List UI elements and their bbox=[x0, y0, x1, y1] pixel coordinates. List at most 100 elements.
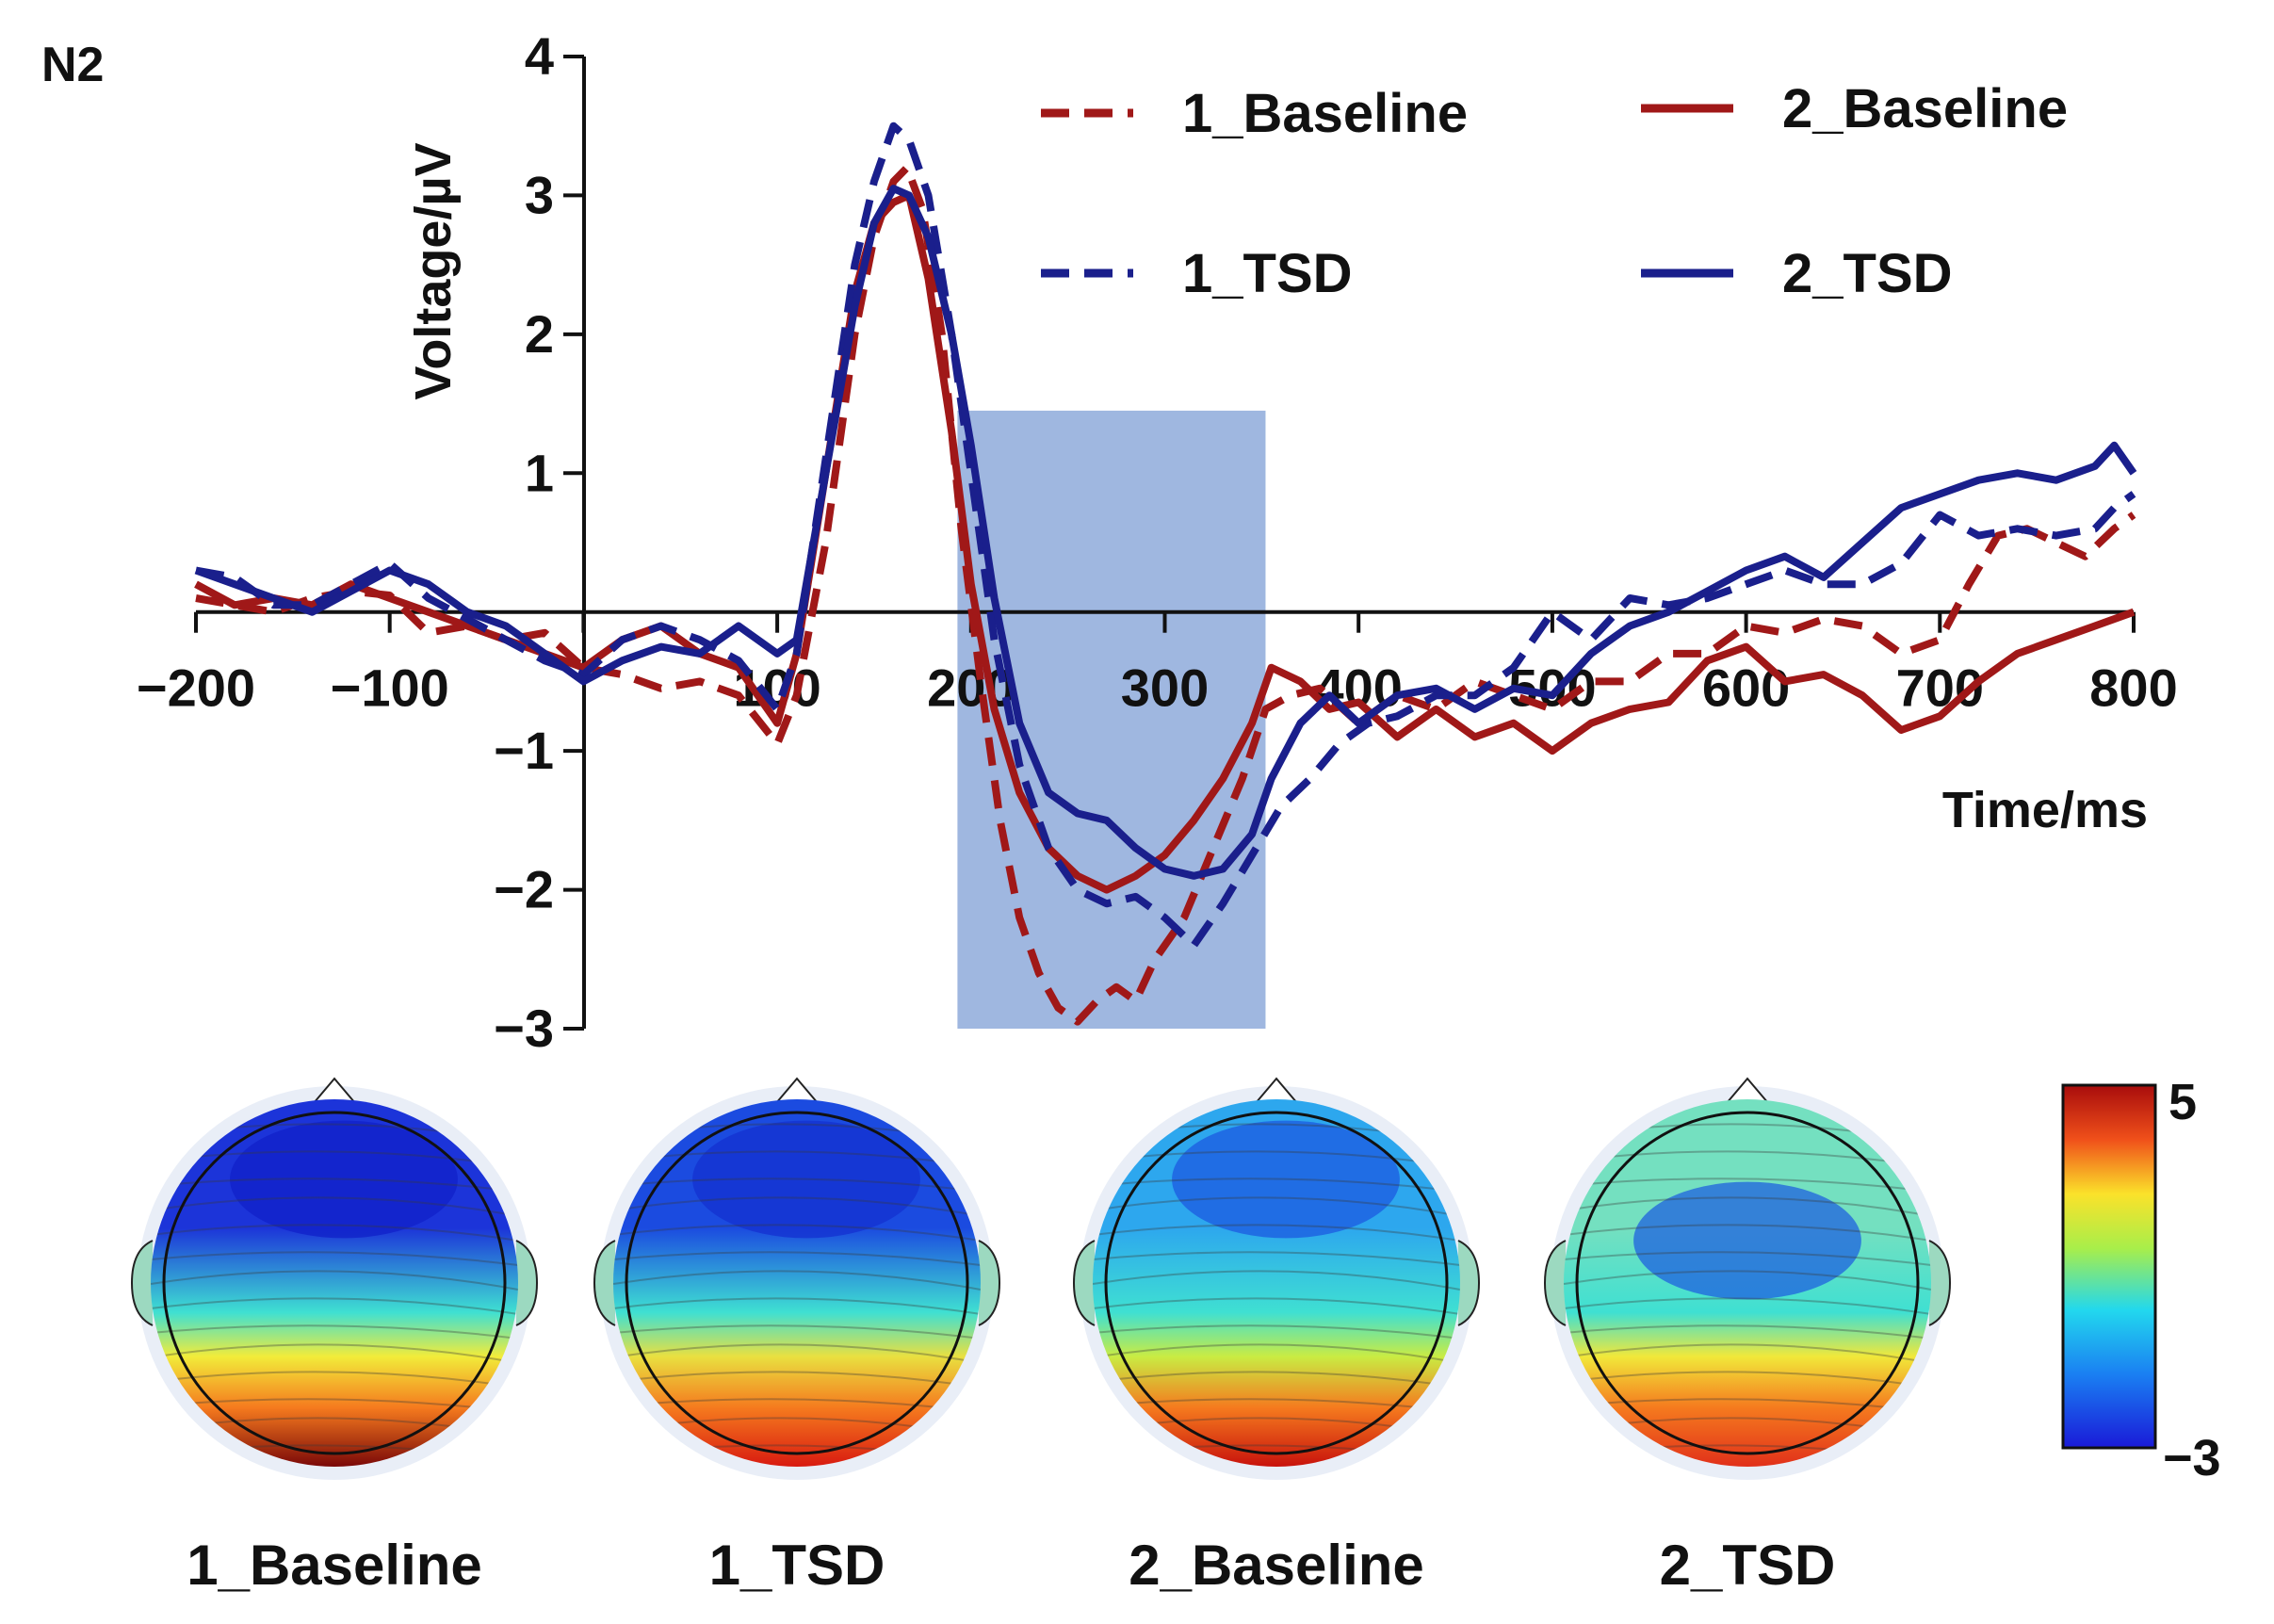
left-ear-shape bbox=[1072, 1240, 1096, 1326]
topomap-contour bbox=[1093, 1398, 1460, 1413]
series-group bbox=[194, 122, 2137, 1026]
left-ear-shape bbox=[1543, 1240, 1567, 1326]
topomap-contour bbox=[613, 1270, 981, 1291]
head-outline bbox=[1575, 1111, 1920, 1455]
topomap-contour bbox=[1093, 1297, 1460, 1315]
topomap-contour bbox=[151, 1196, 518, 1217]
head-outline bbox=[162, 1111, 507, 1455]
topomap-contour bbox=[1564, 1324, 1931, 1340]
topomap-contour bbox=[151, 1324, 518, 1340]
topomap-contour bbox=[613, 1177, 981, 1193]
topomap-2_Baseline: 2_Baseline bbox=[1072, 1077, 1481, 1597]
y-tick-label: −3 bbox=[494, 999, 554, 1058]
topomap-contour bbox=[1093, 1371, 1460, 1389]
x-tick-label: −200 bbox=[137, 658, 255, 718]
topomap-1_TSD: 1_TSD bbox=[593, 1077, 1001, 1597]
topomap-label-1_TSD: 1_TSD bbox=[709, 1534, 885, 1597]
nose-shape bbox=[1255, 1077, 1298, 1104]
y-axis-ticks: −3 −2 −1 1 2 3 4 bbox=[494, 26, 584, 1058]
topomap-contour bbox=[151, 1297, 518, 1315]
topomap-negative-blob bbox=[692, 1120, 920, 1239]
y-tick-label: 1 bbox=[525, 443, 554, 502]
topomap-contour bbox=[151, 1343, 518, 1364]
nose-shape bbox=[1726, 1077, 1769, 1104]
legend-label-1_Baseline: 1_Baseline bbox=[1182, 83, 1468, 144]
colorbar-max-label: 5 bbox=[2168, 1074, 2197, 1130]
topomap-contour bbox=[151, 1371, 518, 1389]
topomap-label-2_TSD: 2_TSD bbox=[1660, 1534, 1836, 1597]
topomap-1_Baseline: 1_Baseline bbox=[130, 1077, 539, 1597]
y-axis-label: Voltage/µV bbox=[405, 142, 462, 399]
legend-label-2_Baseline: 2_Baseline bbox=[1782, 78, 2068, 139]
topomap-contour bbox=[613, 1224, 981, 1242]
topomap-label-1_Baseline: 1_Baseline bbox=[187, 1534, 482, 1597]
highlight-window bbox=[957, 410, 1266, 1029]
topomap-contour bbox=[1564, 1251, 1931, 1266]
topomap-contour bbox=[151, 1398, 518, 1413]
topomap-contour bbox=[1093, 1196, 1460, 1217]
left-ear-shape bbox=[130, 1240, 154, 1326]
topomap-label-2_Baseline: 2_Baseline bbox=[1129, 1534, 1424, 1597]
topomap-contour bbox=[151, 1177, 518, 1193]
x-tick-label: −100 bbox=[331, 658, 449, 718]
topomap-contour bbox=[151, 1224, 518, 1242]
topomap-contour bbox=[613, 1324, 981, 1340]
topomap-contour bbox=[1093, 1251, 1460, 1266]
nose-shape bbox=[775, 1077, 819, 1104]
topomap-2_TSD: 2_TSD bbox=[1543, 1077, 1952, 1597]
right-ear-shape bbox=[1457, 1240, 1481, 1326]
right-ear-shape bbox=[1928, 1240, 1952, 1326]
series-line-2_TSD bbox=[194, 185, 2137, 880]
right-ear-shape bbox=[978, 1240, 1001, 1326]
topomap-contour bbox=[1564, 1297, 1931, 1315]
topomap-contour bbox=[1093, 1324, 1460, 1340]
topomap-contour bbox=[1093, 1270, 1460, 1291]
y-tick-label: 4 bbox=[525, 26, 554, 86]
topomap-contour bbox=[613, 1196, 981, 1217]
topomap-contour bbox=[1564, 1398, 1931, 1413]
topomap-negative-blob bbox=[230, 1120, 458, 1239]
legend-label-2_TSD: 2_TSD bbox=[1782, 243, 1953, 304]
topomap-contour bbox=[1564, 1196, 1931, 1217]
head-outline bbox=[1104, 1111, 1449, 1455]
topomap-contour bbox=[613, 1343, 981, 1364]
topomap-contour bbox=[1564, 1224, 1931, 1242]
topomap-contour bbox=[1564, 1371, 1931, 1389]
legend: 1_Baseline 2_Baseline 1_TSD 2_TSD bbox=[1041, 78, 2068, 304]
y-tick-label: −1 bbox=[494, 721, 554, 780]
topomap-contour bbox=[1564, 1177, 1931, 1193]
y-tick-label: −2 bbox=[494, 860, 554, 919]
topomap-contour bbox=[613, 1251, 981, 1266]
topomap-contour bbox=[1564, 1270, 1931, 1291]
topomap-contour bbox=[1093, 1224, 1460, 1242]
topomap-contour bbox=[151, 1270, 518, 1291]
head-outline bbox=[625, 1111, 969, 1455]
x-axis-label: Time/ms bbox=[1942, 782, 2148, 838]
topomap-contour bbox=[613, 1297, 981, 1315]
x-tick-label: 300 bbox=[1121, 658, 1209, 718]
series-line-1_TSD bbox=[195, 122, 2136, 950]
topomap-contour bbox=[1093, 1343, 1460, 1364]
series-line-2_Baseline bbox=[194, 191, 2136, 894]
topomap-contour bbox=[1564, 1343, 1931, 1364]
topomap-negative-blob bbox=[1172, 1120, 1400, 1239]
x-tick-label: 800 bbox=[2089, 658, 2177, 718]
right-ear-shape bbox=[515, 1240, 539, 1326]
legend-label-1_TSD: 1_TSD bbox=[1182, 243, 1353, 304]
colorbar-min-label: −3 bbox=[2163, 1430, 2221, 1486]
nose-shape bbox=[313, 1077, 356, 1104]
panel-label: N2 bbox=[41, 38, 104, 92]
topomap-negative-blob bbox=[1633, 1181, 1861, 1300]
topomap-contour bbox=[613, 1371, 981, 1389]
topomap-contour bbox=[1093, 1177, 1460, 1193]
topomaps: 1_Baseline 1_TSD 2_Baseline 2_TSD bbox=[130, 1077, 1952, 1597]
topomap-contour bbox=[613, 1398, 981, 1413]
colorbar bbox=[2061, 1083, 2157, 1450]
topomap-contour bbox=[151, 1251, 518, 1266]
left-ear-shape bbox=[593, 1240, 616, 1326]
y-tick-label: 2 bbox=[525, 304, 554, 364]
y-tick-label: 3 bbox=[525, 165, 554, 224]
x-tick-label: 600 bbox=[1702, 658, 1790, 718]
